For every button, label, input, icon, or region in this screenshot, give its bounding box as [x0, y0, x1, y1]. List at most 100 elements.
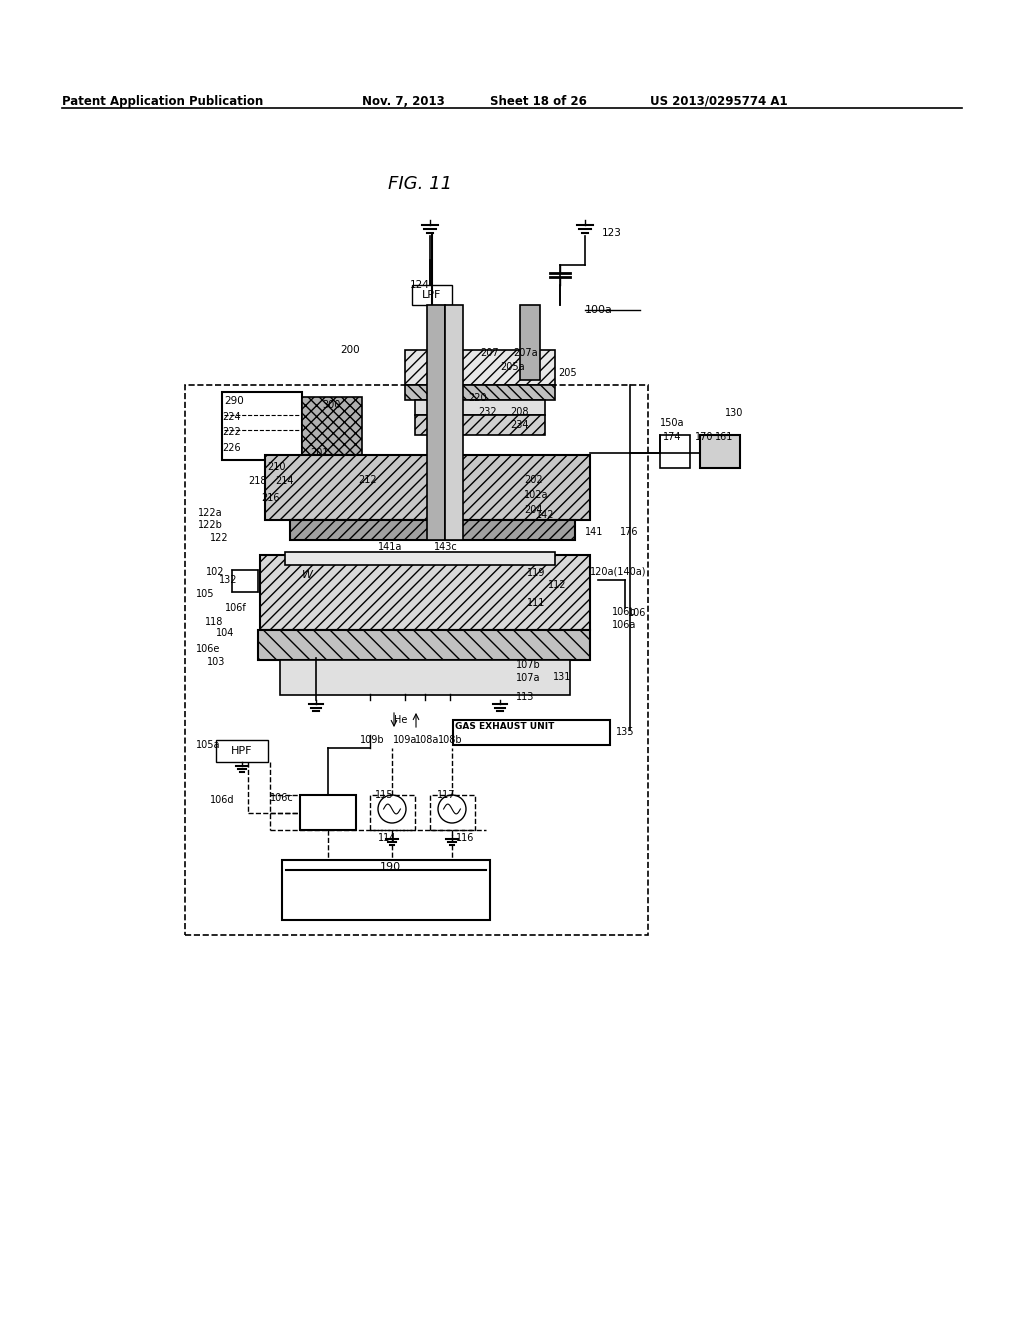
Text: 106: 106 — [628, 609, 646, 618]
Bar — [370, 795, 415, 830]
Bar — [260, 554, 590, 630]
Text: 300: 300 — [322, 400, 340, 411]
Text: 109a: 109a — [393, 735, 418, 744]
Text: 106d: 106d — [210, 795, 234, 805]
Text: 113: 113 — [516, 692, 535, 702]
Text: 232: 232 — [478, 407, 497, 417]
Text: 100a: 100a — [585, 305, 613, 315]
Text: 107a: 107a — [516, 673, 541, 682]
Text: LPF: LPF — [422, 290, 441, 300]
Text: 234: 234 — [510, 420, 528, 430]
Bar — [222, 392, 302, 459]
Text: 107b: 107b — [516, 660, 541, 671]
Text: 108a: 108a — [415, 735, 439, 744]
Text: 116: 116 — [456, 833, 474, 843]
Text: 111: 111 — [527, 598, 546, 609]
Text: 104: 104 — [216, 628, 234, 638]
Bar — [290, 520, 575, 540]
Bar — [520, 305, 540, 380]
Bar — [285, 552, 555, 565]
Bar — [258, 630, 590, 660]
Text: 201: 201 — [310, 447, 329, 458]
Text: 124: 124 — [410, 280, 430, 290]
Text: 106a: 106a — [612, 620, 636, 630]
Text: 204: 204 — [524, 506, 543, 515]
Text: 117: 117 — [437, 789, 456, 800]
Text: 103: 103 — [207, 657, 225, 667]
Bar — [265, 455, 590, 520]
Text: 108b: 108b — [438, 735, 463, 744]
Text: 150a: 150a — [660, 418, 684, 428]
Text: Nov. 7, 2013: Nov. 7, 2013 — [362, 95, 444, 108]
Text: 115: 115 — [375, 789, 393, 800]
Text: W: W — [302, 570, 313, 579]
Text: 143c: 143c — [434, 543, 458, 552]
Text: GAS EXHAUST UNIT: GAS EXHAUST UNIT — [455, 722, 554, 731]
Text: 109b: 109b — [360, 735, 385, 744]
Text: 205a: 205a — [500, 362, 524, 372]
Text: 218: 218 — [248, 477, 266, 486]
Bar — [302, 397, 362, 455]
Text: 208: 208 — [510, 407, 528, 417]
Text: 135: 135 — [616, 727, 635, 737]
Text: Patent Application Publication: Patent Application Publication — [62, 95, 263, 108]
Text: 216: 216 — [261, 492, 280, 503]
Text: 122: 122 — [210, 533, 228, 543]
Text: 142: 142 — [536, 510, 555, 520]
Text: 141a: 141a — [378, 543, 402, 552]
Bar — [412, 285, 452, 305]
Text: 131: 131 — [553, 672, 571, 682]
Text: 105: 105 — [196, 589, 214, 599]
Text: 207a: 207a — [513, 348, 538, 358]
Bar — [445, 305, 463, 540]
Text: 141: 141 — [585, 527, 603, 537]
Text: FIG. 11: FIG. 11 — [388, 176, 452, 193]
Text: 119: 119 — [527, 568, 546, 578]
Text: 214: 214 — [275, 477, 294, 486]
Text: 190: 190 — [380, 862, 400, 873]
Text: 200: 200 — [340, 345, 359, 355]
Text: 290: 290 — [224, 396, 244, 407]
Bar — [415, 400, 545, 414]
Bar — [430, 795, 475, 830]
Text: 118: 118 — [205, 616, 223, 627]
Text: 202: 202 — [524, 475, 543, 484]
Text: 120a(140a): 120a(140a) — [590, 568, 646, 577]
Bar — [453, 719, 610, 744]
Text: US 2013/0295774 A1: US 2013/0295774 A1 — [650, 95, 787, 108]
Text: 222: 222 — [222, 426, 241, 437]
Text: 122b: 122b — [198, 520, 223, 531]
Text: 226: 226 — [222, 444, 241, 453]
Text: 210: 210 — [267, 462, 286, 473]
Text: 102: 102 — [206, 568, 224, 577]
Text: 220: 220 — [468, 393, 486, 403]
Text: 114: 114 — [378, 833, 396, 843]
Text: 130: 130 — [725, 408, 743, 418]
Bar — [660, 436, 690, 469]
Bar — [282, 861, 490, 920]
Text: 106e: 106e — [196, 644, 220, 653]
Text: 205: 205 — [558, 368, 577, 378]
Text: 102a: 102a — [524, 490, 549, 500]
Text: 174: 174 — [663, 432, 682, 442]
Text: Sheet 18 of 26: Sheet 18 of 26 — [490, 95, 587, 108]
Text: 112: 112 — [548, 579, 566, 590]
Text: 105a: 105a — [196, 741, 220, 750]
Text: He: He — [394, 715, 408, 725]
Text: 207: 207 — [480, 348, 499, 358]
Text: 122a: 122a — [198, 508, 222, 517]
Bar — [415, 414, 545, 436]
Bar — [280, 660, 570, 696]
Text: 176: 176 — [620, 527, 639, 537]
Text: 132: 132 — [219, 576, 238, 585]
Bar — [216, 741, 268, 762]
Text: 106c: 106c — [270, 793, 294, 803]
Text: HPF: HPF — [231, 746, 253, 756]
Text: 170: 170 — [695, 432, 714, 442]
Bar — [427, 305, 445, 540]
Text: 123: 123 — [602, 228, 622, 238]
Text: 224: 224 — [222, 412, 241, 422]
Text: 212: 212 — [358, 475, 377, 484]
Bar — [406, 350, 555, 385]
Bar — [406, 385, 555, 400]
